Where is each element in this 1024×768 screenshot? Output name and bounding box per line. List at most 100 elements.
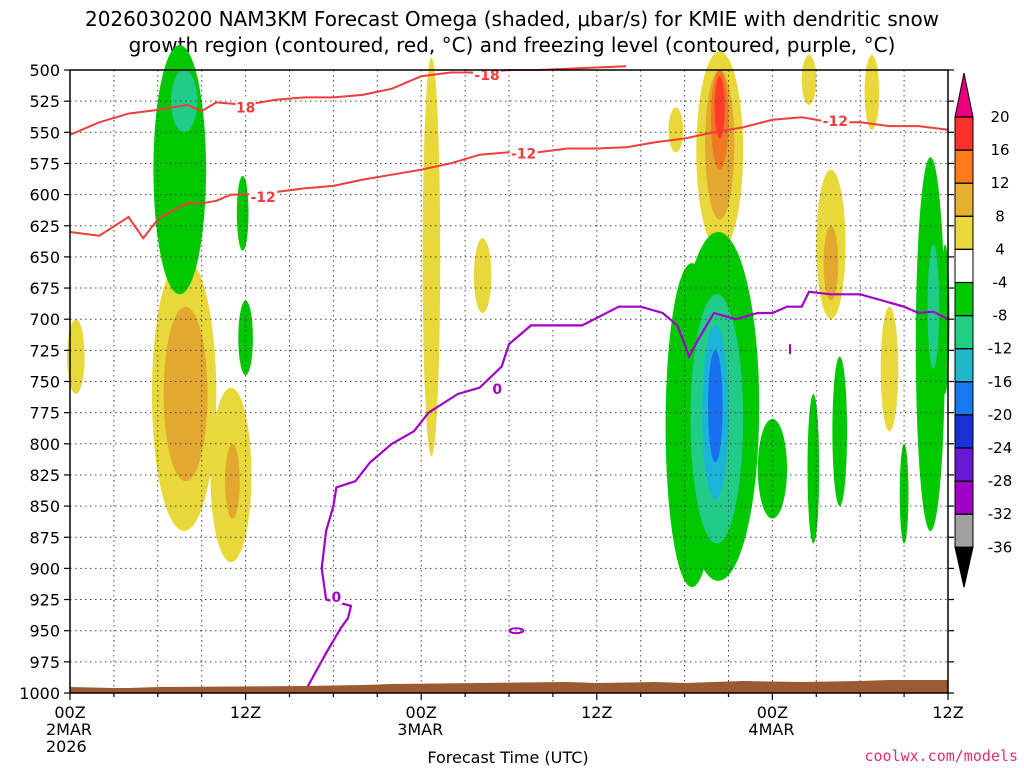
- y-tick-label-750: 750: [29, 373, 60, 392]
- contour-label-3: -12: [823, 114, 848, 130]
- colorbar-segment-4: [954, 215, 974, 250]
- plot-area: -18 18 -12 -12 -12 0 0: [67, 45, 950, 694]
- dgz-minus18-contour: [69, 65, 627, 136]
- colorbar-label-2: 12: [990, 174, 1009, 192]
- omega-region-12: [163, 306, 208, 482]
- colorbar-segment-6: [954, 282, 974, 317]
- y-axis: 500 525 550 575 600 625 650 675 700 725 750 775 800 8…: [19, 61, 954, 703]
- ground-terrain: [70, 680, 948, 693]
- y-tick-label-725: 725: [29, 341, 60, 360]
- colorbar-segment-7: [954, 315, 974, 350]
- x-tick-label-36-0: 12Z: [581, 703, 612, 722]
- colorbar-label-1: 16: [990, 141, 1009, 159]
- x-tick-label-12-0: 12Z: [230, 703, 261, 722]
- x-tick-label-24-0: 00Z: [406, 703, 437, 722]
- omega-region-17: [714, 76, 725, 139]
- freezing-level-contour: [303, 290, 949, 694]
- colorbar-segment-9: [954, 381, 974, 416]
- omega-region-24: [807, 393, 820, 544]
- omega-region-5: [473, 238, 492, 313]
- colorbar-top-triangle: [954, 72, 974, 118]
- colorbar-segment-3: [954, 182, 974, 217]
- y-tick-label-1000: 1000: [19, 684, 60, 703]
- colorbar-segment-12: [954, 480, 974, 515]
- colorbar-label-0: 20: [990, 108, 1009, 126]
- omega-region-27: [899, 443, 909, 544]
- y-tick-label-550: 550: [29, 123, 60, 142]
- y-tick-label-950: 950: [29, 622, 60, 641]
- colorbar-segment-8: [954, 348, 974, 383]
- x-tick-label-60-0: 12Z: [932, 703, 963, 722]
- ground-layer: [70, 680, 948, 693]
- colorbar-segment-2: [954, 149, 974, 184]
- omega-region-13: [225, 443, 240, 519]
- y-tick-label-650: 650: [29, 248, 60, 267]
- y-tick-label-500: 500: [29, 61, 60, 80]
- omega-region-9: [880, 306, 899, 432]
- colorbar-segment-5: [954, 248, 974, 283]
- y-tick-label-700: 700: [29, 310, 60, 329]
- colorbar-label-11: -28: [988, 472, 1013, 490]
- omega-region-3: [67, 319, 85, 394]
- contour-label-bg-4: [509, 144, 538, 161]
- colorbar-label-8: -16: [988, 373, 1013, 391]
- x-axis-label: Forecast Time (UTC): [427, 748, 588, 767]
- y-tick-label-675: 675: [29, 279, 60, 298]
- contour-label-bg-6: [491, 379, 504, 396]
- omega-region-31: [927, 244, 940, 370]
- watermark: coolwx.com/models: [864, 747, 1018, 765]
- omega-region-20: [238, 300, 253, 376]
- omega-region-23: [757, 418, 788, 519]
- x-tick-label-0-1: 2MAR: [46, 720, 92, 739]
- omega-region-10: [801, 55, 817, 105]
- colorbar-segment-13: [954, 513, 974, 548]
- colorbar-label-7: -12: [988, 340, 1013, 358]
- colorbar-segment-10: [954, 414, 974, 449]
- x-tick-label-0-0: 00Z: [54, 703, 85, 722]
- y-tick-label-775: 775: [29, 404, 60, 423]
- omega-region-29: [170, 70, 198, 133]
- omega-shading-layer: [67, 45, 950, 588]
- colorbar-label-4: 4: [995, 240, 1005, 258]
- contour-label-5: -12: [251, 190, 276, 206]
- colorbar-label-9: -20: [988, 406, 1013, 424]
- y-tick-label-575: 575: [29, 154, 60, 173]
- contour-label-4: -12: [511, 146, 536, 162]
- colorbar-segment-1: [954, 116, 974, 151]
- omega-region-25: [832, 356, 848, 507]
- y-tick-label-850: 850: [29, 497, 60, 516]
- x-tick-label-24-1: 3MAR: [397, 720, 443, 739]
- y-tick-label-825: 825: [29, 466, 60, 485]
- contour-label-7: 0: [331, 590, 341, 606]
- omega-region-15: [823, 225, 839, 301]
- omega-region-7: [668, 107, 684, 153]
- contour-label-bg-2: [235, 98, 256, 115]
- y-tick-label-800: 800: [29, 435, 60, 454]
- x-tick-label-48-1: 4MAR: [748, 720, 794, 739]
- chart-title-line-1: 2026030200 NAM3KM Forecast Omega (shaded…: [85, 7, 939, 31]
- colorbar-label-10: -24: [988, 439, 1013, 457]
- y-tick-label-875: 875: [29, 528, 60, 547]
- omega-region-11: [864, 55, 880, 130]
- colorbar-segment-11: [954, 447, 974, 482]
- y-tick-label-975: 975: [29, 653, 60, 672]
- chart-title-line-2: growth region (contoured, red, °C) and f…: [129, 33, 896, 57]
- omega-region-33: [708, 350, 723, 463]
- omega-region-19: [236, 175, 249, 251]
- contour-label-bg-7: [330, 588, 343, 605]
- y-tick-label-600: 600: [29, 186, 60, 205]
- colorbar-bottom-triangle: [954, 546, 974, 588]
- contour-label-bg-5: [249, 188, 278, 205]
- gridlines: [70, 70, 948, 693]
- colorbar: 20 16 12 8 4 -4 -8 -12 -16 -20 -24 -28 -32 -36: [954, 72, 1013, 588]
- colorbar-label-13: -36: [988, 538, 1013, 556]
- freezing-level-blob-1: [508, 627, 525, 635]
- colorbar-label-5: -4: [993, 274, 1008, 292]
- y-tick-label-925: 925: [29, 591, 60, 610]
- y-tick-label-525: 525: [29, 92, 60, 111]
- x-tick-label-48-0: 00Z: [757, 703, 788, 722]
- y-tick-label-625: 625: [29, 217, 60, 236]
- contour-label-6: 0: [492, 382, 502, 398]
